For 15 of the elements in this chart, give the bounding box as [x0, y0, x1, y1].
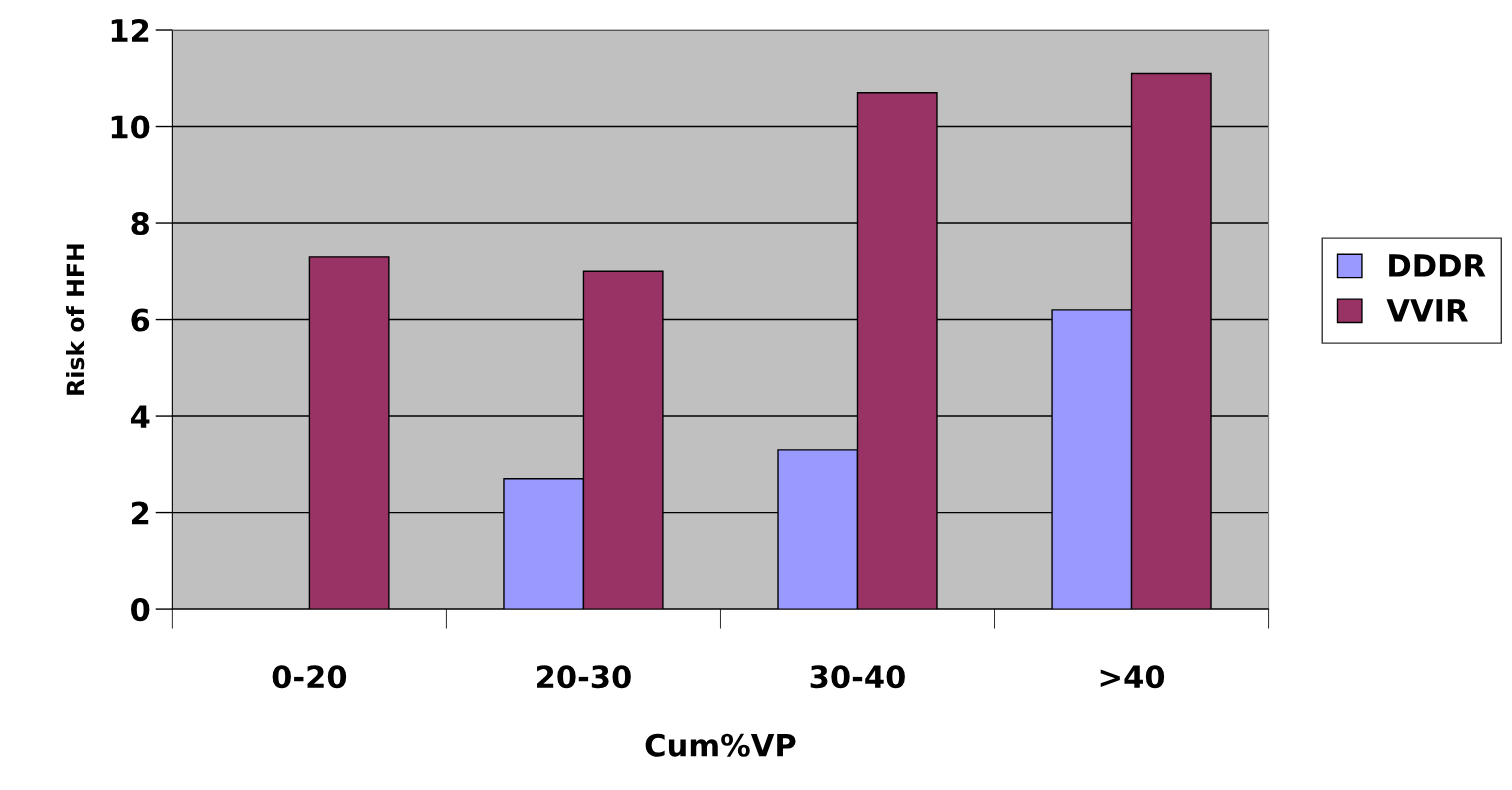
y-tick-label: 10 — [111, 115, 150, 139]
y-tick-label: 2 — [132, 501, 149, 525]
y-tick-label: 4 — [130, 405, 150, 428]
x-tick-label: 20-30 — [537, 665, 631, 689]
y-tick-label: 6 — [131, 308, 150, 332]
y-axis-title: Risk of HFH — [66, 244, 85, 395]
y-tick-label: 12 — [111, 18, 149, 42]
legend-label: VVIR — [1386, 299, 1468, 322]
x-tick-label: 0-20 — [272, 665, 347, 689]
x-tick-label: 30-40 — [810, 665, 905, 689]
legend-label: DDDR — [1389, 254, 1486, 277]
x-axis-title: Cum%VP — [645, 733, 796, 757]
x-tick-label: >40 — [1100, 665, 1165, 689]
y-tick-label: 0 — [131, 598, 150, 622]
y-tick-label: 8 — [131, 211, 149, 236]
